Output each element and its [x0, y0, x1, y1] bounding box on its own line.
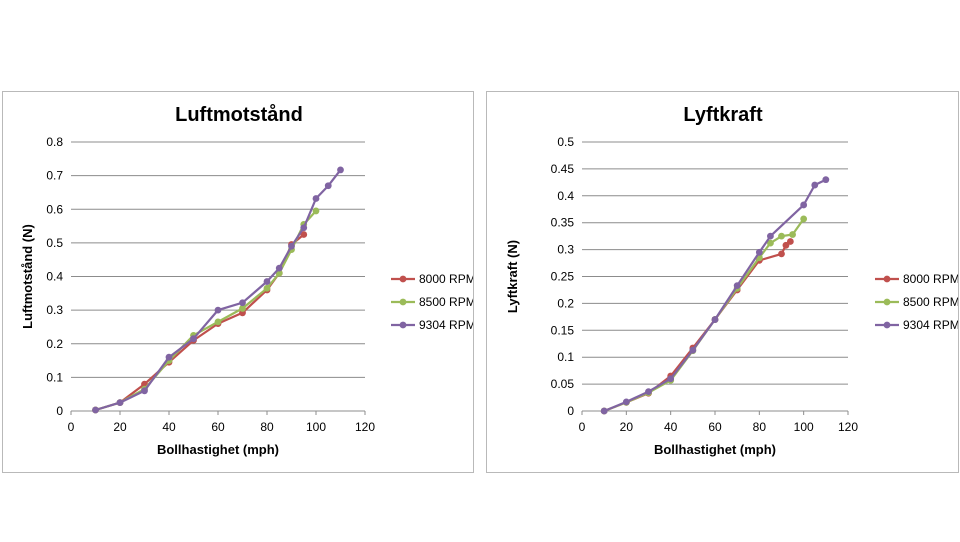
data-point	[324, 182, 332, 190]
x-tick-label: 0	[579, 420, 586, 434]
series-line	[95, 169, 342, 412]
series-line	[603, 218, 805, 413]
legend-marker	[399, 321, 407, 329]
x-tick-label: 100	[794, 420, 814, 434]
legend-label: 9304 RPM	[903, 318, 958, 332]
x-tick-label: 20	[620, 420, 634, 434]
data-point	[622, 398, 630, 406]
data-point	[190, 335, 197, 343]
lyftkraft-chart-panel: Lyftkraft 0 0.05 0.1 0.15 0.2 0.25 0.3 0.35 0.4 0.…	[486, 91, 959, 473]
legend-label: 9304 RPM	[419, 318, 473, 332]
data-point	[214, 318, 222, 326]
data-point	[767, 239, 774, 247]
data-point	[755, 248, 763, 256]
y-tick-label: 0.15	[551, 323, 575, 337]
data-point	[789, 231, 796, 238]
y-tick-label: 0.7	[46, 169, 63, 183]
y-tick-label: 0.8	[46, 135, 63, 149]
x-tick-label: 40	[162, 420, 176, 434]
y-tick-label: 0.3	[557, 243, 574, 257]
lyftkraft-chart: Lyftkraft 0 0.05 0.1 0.15 0.2 0.25 0.3 0.35 0.4 0.…	[505, 104, 958, 457]
y-tick-label: 0.5	[557, 135, 574, 149]
y-tick-label: 0.2	[557, 296, 574, 310]
data-point	[116, 399, 124, 406]
chart-title: Luftmotstånd	[175, 103, 303, 126]
x-axis-label: Bollhastighet (mph)	[654, 442, 776, 457]
y-tick-label: 0.6	[46, 202, 63, 216]
data-point	[782, 241, 790, 249]
y-axis-label: Lyftkraft (N)	[505, 240, 520, 313]
data-point	[312, 195, 320, 202]
y-tick-label: 0.5	[46, 236, 63, 250]
data-point	[239, 299, 246, 307]
data-point	[300, 224, 308, 232]
data-point	[92, 406, 99, 414]
data-point	[711, 316, 719, 323]
y-tick-label: 0.1	[46, 370, 63, 384]
y-tick-label: 0.1	[557, 350, 574, 364]
data-point	[141, 387, 148, 395]
data-point	[645, 388, 652, 396]
data-point	[239, 305, 246, 312]
data-point	[667, 375, 675, 383]
y-tick-label: 0.35	[551, 216, 575, 230]
series-line	[603, 240, 792, 413]
data-point	[337, 166, 344, 174]
x-tick-label: 0	[68, 420, 75, 434]
y-tick-label: 0.4	[46, 270, 63, 284]
data-point	[811, 181, 819, 189]
legend-label: 8000 RPM	[419, 272, 473, 286]
y-tick-label: 0.4	[557, 189, 574, 203]
data-point	[767, 232, 774, 240]
y-tick-label: 0	[567, 404, 574, 418]
legend-marker	[399, 298, 407, 306]
luftmotstand-chart-panel: Luftmotstånd 0 0.1 0.2 0.3 0.4 0.5 0.6 0.7 0.8 0 20…	[2, 91, 474, 473]
x-axis-label: Bollhastighet (mph)	[157, 442, 279, 457]
chart-title: Lyftkraft	[683, 104, 763, 126]
y-tick-label: 0.25	[551, 270, 575, 284]
x-tick-label: 40	[664, 420, 678, 434]
x-tick-label: 20	[113, 420, 127, 434]
x-tick-label: 100	[306, 420, 326, 434]
data-point	[800, 201, 808, 209]
data-point	[800, 215, 808, 223]
data-point	[214, 306, 222, 314]
x-tick-label: 120	[355, 420, 375, 434]
data-point	[263, 284, 271, 292]
legend-marker	[883, 298, 891, 306]
legend-marker	[399, 275, 407, 283]
y-axis-label: Luftmotstånd (N)	[20, 224, 35, 329]
x-tick-label: 120	[838, 420, 858, 434]
y-tick-label: 0.45	[551, 162, 575, 176]
y-tick-label: 0.05	[551, 377, 575, 391]
data-point	[312, 207, 320, 215]
x-tick-label: 80	[753, 420, 767, 434]
series-line	[95, 233, 305, 412]
x-tick-label: 80	[260, 420, 274, 434]
data-point	[263, 278, 271, 285]
data-point	[165, 353, 173, 361]
legend-label: 8500 RPM	[903, 295, 958, 309]
data-point	[822, 176, 830, 184]
legend-marker	[883, 321, 891, 329]
data-point	[689, 346, 697, 354]
x-tick-label: 60	[708, 420, 722, 434]
data-point	[300, 231, 308, 238]
y-tick-label: 0.3	[46, 303, 63, 317]
data-point	[778, 232, 785, 240]
legend-label: 8500 RPM	[419, 295, 473, 309]
data-point	[778, 250, 785, 258]
data-point	[600, 407, 608, 415]
y-tick-label: 0	[56, 404, 63, 418]
data-point	[733, 282, 741, 290]
data-point	[786, 238, 794, 245]
luftmotstand-chart: Luftmotstånd 0 0.1 0.2 0.3 0.4 0.5 0.6 0.7 0.8 0 20…	[20, 103, 473, 457]
y-tick-label: 0.2	[46, 337, 63, 351]
x-tick-label: 60	[211, 420, 225, 434]
series-line	[603, 178, 827, 413]
legend-marker	[883, 275, 891, 283]
data-point	[288, 242, 295, 250]
legend-label: 8000 RPM	[903, 272, 958, 286]
data-point	[275, 264, 283, 272]
